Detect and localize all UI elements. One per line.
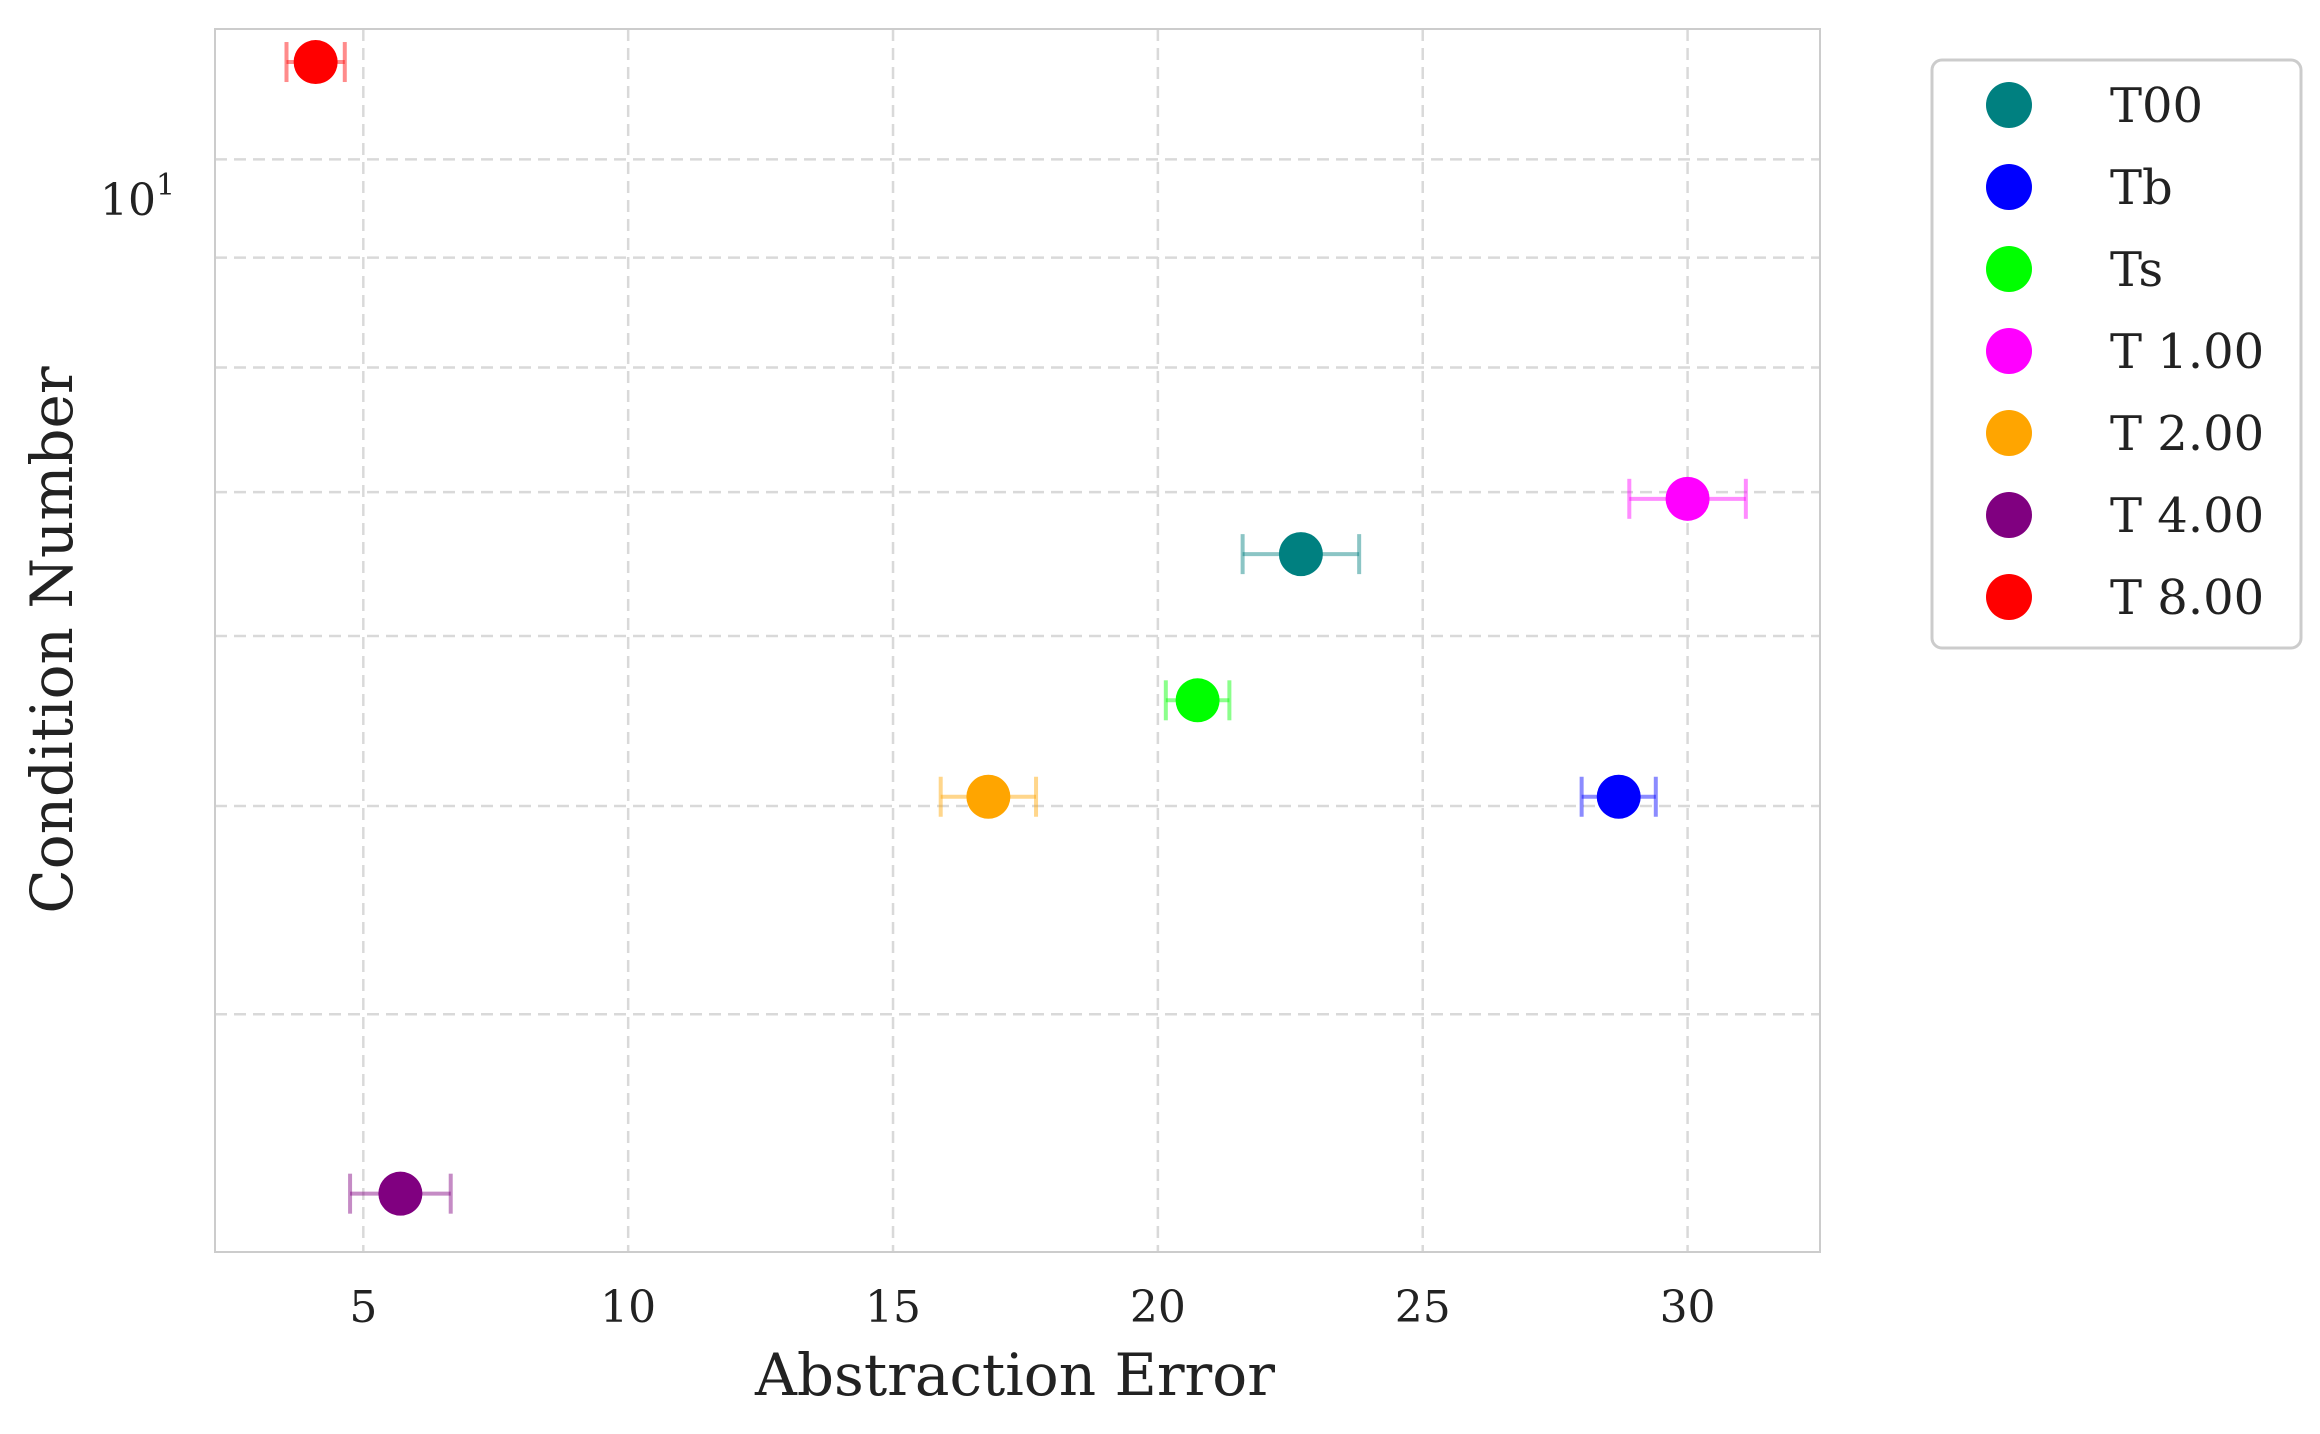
- legend-item: T 1.00: [1986, 324, 2264, 380]
- data-point: [378, 1171, 423, 1216]
- legend-label: T 8.00: [2110, 570, 2264, 626]
- legend-label: T 4.00: [2110, 488, 2264, 544]
- legend-marker: [1986, 492, 2032, 538]
- x-tick-label: 25: [1395, 1282, 1451, 1333]
- legend-label: Ts: [2110, 242, 2163, 298]
- legend-label: Tb: [2110, 160, 2173, 216]
- series-point: [1627, 476, 1748, 521]
- data-layer: [284, 40, 1748, 1216]
- series-point: [1163, 678, 1232, 723]
- x-axis-label: Abstraction Error: [754, 1341, 1275, 1409]
- x-tick-label: 15: [865, 1282, 921, 1333]
- data-point: [1596, 774, 1641, 819]
- legend-label: T00: [2110, 78, 2203, 134]
- legend-items: T00 Tb Ts T 1.00 T 2.00 T 4.00 T 8.00: [1986, 78, 2264, 626]
- legend-item: Tb: [1986, 160, 2173, 216]
- legend-item: Ts: [1986, 242, 2163, 298]
- plot-frame: [214, 28, 1821, 1253]
- y-tick-label-base: 10: [100, 175, 156, 226]
- data-point: [966, 774, 1011, 819]
- x-tick-label: 30: [1660, 1282, 1716, 1333]
- legend-label: T 2.00: [2110, 406, 2264, 462]
- legend-item: T 2.00: [1986, 406, 2264, 462]
- y-axis-label: Condition Number: [18, 366, 86, 913]
- series-point: [284, 40, 347, 85]
- data-point: [293, 40, 338, 85]
- legend-marker: [1986, 410, 2032, 456]
- legend-marker: [1986, 246, 2032, 292]
- legend-label: T 1.00: [2110, 324, 2264, 380]
- x-tick-label: 20: [1130, 1282, 1186, 1333]
- series-point: [938, 774, 1039, 819]
- legend-item: T 4.00: [1986, 488, 2264, 544]
- legend-marker: [1986, 328, 2032, 374]
- data-point: [1278, 532, 1323, 577]
- legend-marker: [1986, 82, 2032, 128]
- series-point: [348, 1171, 453, 1216]
- legend-item: T 8.00: [1986, 570, 2264, 626]
- y-tick-labels: 101: [100, 168, 175, 226]
- legend-marker: [1986, 574, 2032, 620]
- series-point: [1579, 774, 1658, 819]
- legend-item: T00: [1986, 78, 2203, 134]
- y-tick-label-exponent: 1: [156, 168, 175, 203]
- x-tick-label: 5: [349, 1282, 377, 1333]
- data-point: [1665, 476, 1710, 521]
- grid-layer: [215, 29, 1820, 1252]
- y-tick-label-10: 101: [100, 168, 175, 226]
- x-tick-labels: 5 10 15 20 25 30: [349, 1282, 1715, 1333]
- legend: T00 Tb Ts T 1.00 T 2.00 T 4.00 T 8.00: [1930, 58, 2303, 650]
- x-tick-label: 10: [600, 1282, 656, 1333]
- data-point: [1175, 678, 1220, 723]
- series-point: [1240, 532, 1362, 577]
- legend-marker: [1986, 164, 2032, 210]
